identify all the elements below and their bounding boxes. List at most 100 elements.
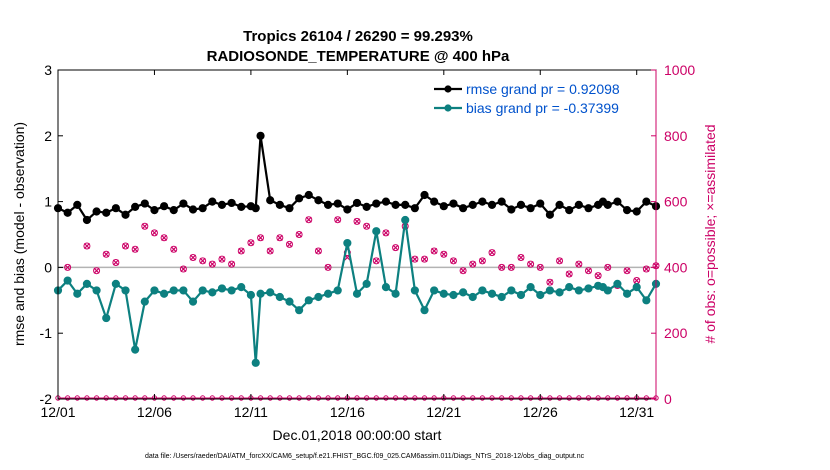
obs-assimilated-marker xyxy=(190,254,197,261)
obs-possible-marker xyxy=(623,267,631,275)
obs-possible-marker xyxy=(449,257,457,265)
obs-zero-marker xyxy=(489,395,495,401)
y-axis-right-label: # of obs: o=possible; ×=assimilated xyxy=(702,124,718,343)
obs-assimilated-marker xyxy=(83,242,90,250)
rmse-marker xyxy=(420,190,429,200)
obs-assimilated-marker xyxy=(527,261,534,268)
bias-marker xyxy=(217,284,227,293)
obs-possible-marker xyxy=(604,263,612,271)
bias-marker xyxy=(584,284,593,293)
y-left-tick-label: 0 xyxy=(44,259,52,275)
obs-possible-marker xyxy=(459,267,467,275)
rmse-marker xyxy=(314,196,323,205)
obs-count-series xyxy=(55,216,660,401)
x-axis-label: Dec.01,2018 00:00:00 start xyxy=(273,427,442,443)
obs-zero-marker xyxy=(527,395,534,401)
obs-assimilated-marker xyxy=(257,234,264,241)
bias-marker xyxy=(372,227,381,236)
obs-assimilated-marker xyxy=(373,257,380,264)
rmse-marker xyxy=(487,200,497,209)
obs-assimilated-marker xyxy=(238,247,245,254)
bias-marker xyxy=(574,286,583,295)
bias-marker xyxy=(333,286,342,295)
bias-marker xyxy=(478,286,487,295)
bias-marker xyxy=(169,286,178,295)
obs-assimilated-marker xyxy=(161,234,168,241)
obs-zero-marker xyxy=(180,395,187,401)
bias-marker xyxy=(401,215,410,225)
obs-possible-marker xyxy=(276,234,284,242)
obs-assimilated-marker xyxy=(267,247,274,254)
bias-marker xyxy=(314,292,323,302)
rmse-marker xyxy=(102,208,111,217)
obs-assimilated-marker xyxy=(199,257,206,264)
bias-marker xyxy=(266,288,275,297)
obs-zero-marker xyxy=(624,395,630,401)
rmse-marker xyxy=(439,202,448,211)
obs-assimilated-marker xyxy=(296,231,303,238)
obs-possible-marker xyxy=(131,245,139,253)
rmse-marker xyxy=(266,196,275,205)
obs-zero-marker xyxy=(228,395,235,401)
obs-possible-marker xyxy=(199,257,207,265)
obs-zero-marker xyxy=(392,395,399,401)
rmse-marker xyxy=(458,204,468,213)
obs-zero-marker xyxy=(93,395,100,401)
rmse-marker xyxy=(613,197,622,206)
obs-possible-marker xyxy=(247,239,255,247)
bias-marker xyxy=(555,288,564,297)
bias-marker xyxy=(487,289,497,298)
obs-possible-marker xyxy=(93,267,101,275)
obs-assimilated-marker xyxy=(585,267,592,274)
rmse-marker xyxy=(131,202,140,211)
bias-marker xyxy=(391,289,400,298)
obs-zero-marker xyxy=(74,395,80,401)
obs-zero-marker xyxy=(84,395,90,401)
bias-marker xyxy=(102,313,111,323)
bias-marker xyxy=(565,283,574,292)
obs-assimilated-marker xyxy=(421,256,428,263)
x-tick-label: 12/21 xyxy=(426,404,461,420)
bias-marker xyxy=(497,292,506,302)
obs-possible-marker xyxy=(382,229,390,237)
obs-possible-marker xyxy=(411,255,419,263)
obs-assimilated-marker xyxy=(141,223,148,230)
rmse-marker xyxy=(333,199,342,208)
obs-assimilated-marker xyxy=(151,229,158,236)
y-left-tick-label: -2 xyxy=(40,391,53,407)
legend-bias-marker xyxy=(434,104,462,112)
bias-marker xyxy=(121,286,130,295)
obs-assimilated-marker xyxy=(353,218,361,225)
obs-assimilated-marker xyxy=(325,264,332,271)
obs-zero-marker xyxy=(383,395,389,401)
bias-marker xyxy=(526,283,535,292)
obs-possible-marker xyxy=(179,265,187,273)
bias-marker xyxy=(208,288,217,297)
obs-zero-marker xyxy=(199,395,206,401)
obs-possible-marker xyxy=(546,278,554,286)
obs-zero-marker xyxy=(421,395,428,401)
rmse-marker xyxy=(574,200,583,209)
obs-zero-marker xyxy=(64,395,71,401)
rmse-marker xyxy=(217,200,227,209)
obs-possible-marker xyxy=(527,260,535,268)
bias-marker xyxy=(92,286,101,295)
obs-assimilated-marker xyxy=(643,266,650,273)
obs-zero-marker xyxy=(373,395,379,401)
obs-assimilated-marker xyxy=(566,270,573,278)
rmse-marker xyxy=(150,206,159,215)
rmse-marker xyxy=(622,206,632,215)
rmse-marker xyxy=(468,200,477,209)
obs-possible-marker xyxy=(507,263,515,271)
obs-zero-marker xyxy=(450,395,457,401)
x-tick-label: 12/26 xyxy=(523,404,558,420)
bias-marker xyxy=(179,286,188,295)
obs-assimilated-marker xyxy=(132,246,139,253)
obs-zero-marker xyxy=(296,395,302,401)
obs-assimilated-marker xyxy=(489,249,496,256)
rmse-marker xyxy=(323,200,333,209)
obs-assimilated-marker xyxy=(180,266,187,273)
y-right-tick-label: 200 xyxy=(664,325,688,341)
rmse-marker xyxy=(410,204,419,213)
bias-marker xyxy=(603,286,612,295)
